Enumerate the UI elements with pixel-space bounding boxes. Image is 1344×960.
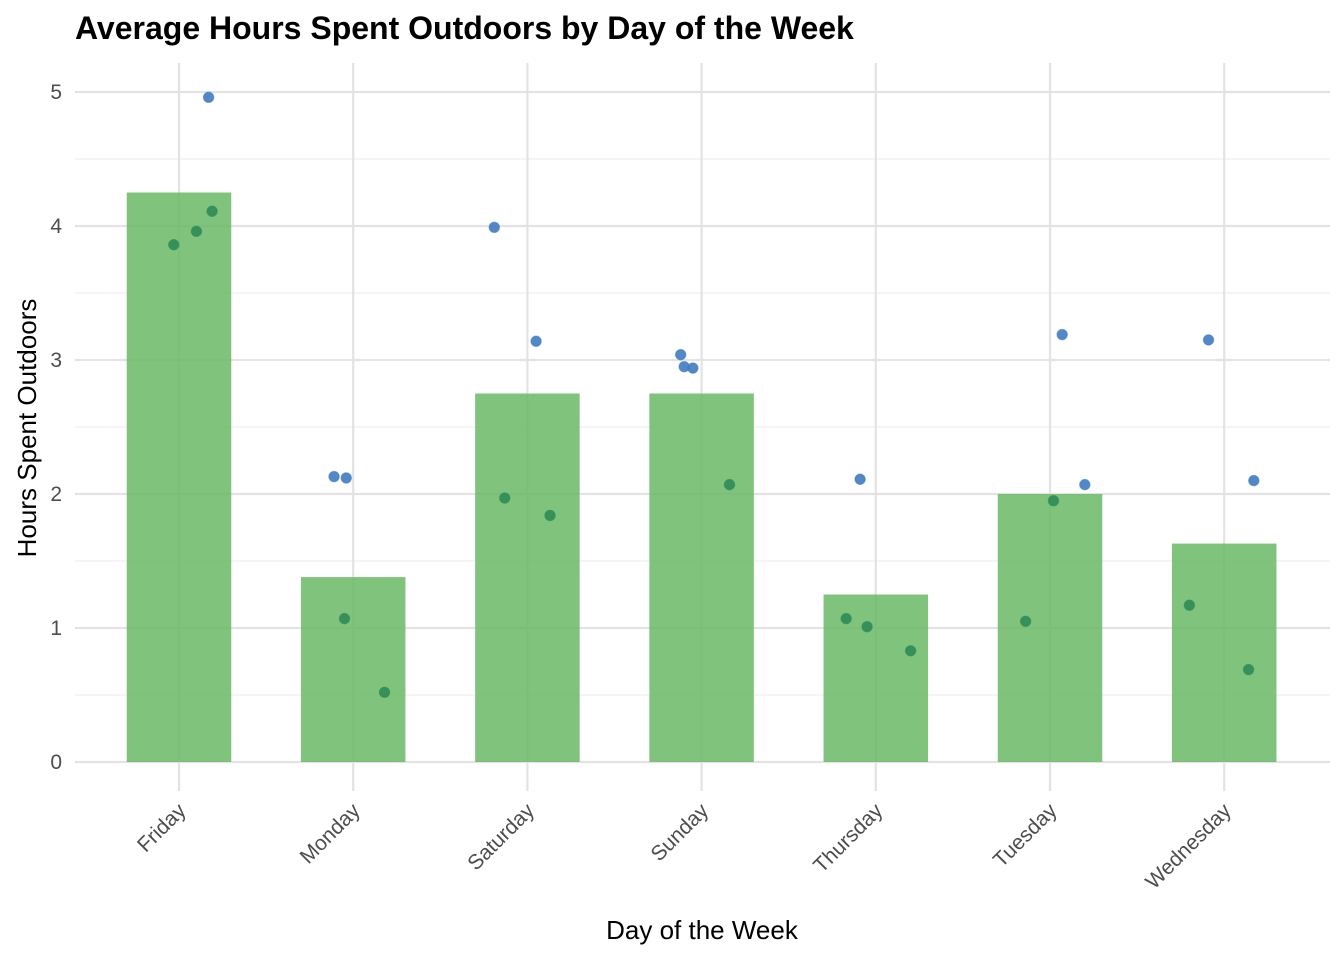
data-point-saturday <box>530 335 542 347</box>
data-point-monday <box>340 472 352 484</box>
chart-title: Average Hours Spent Outdoors by Day of t… <box>75 10 854 46</box>
data-point-friday <box>202 91 215 104</box>
x-tick-label-wednesday: Wednesday <box>1141 799 1236 894</box>
bar-friday <box>126 192 232 762</box>
y-tick-label: 1 <box>50 617 62 640</box>
y-tick-label: 0 <box>50 751 62 774</box>
y-tick-label: 3 <box>50 349 62 372</box>
data-point-monday <box>378 686 391 699</box>
bar-thursday <box>823 594 929 762</box>
y-tick-label: 2 <box>50 483 62 506</box>
data-point-wednesday <box>1183 599 1196 611</box>
bar-tuesday <box>997 494 1103 762</box>
data-point-tuesday <box>1056 328 1068 341</box>
data-point-thursday <box>904 645 917 657</box>
y-tick-label: 4 <box>50 215 62 238</box>
data-point-thursday <box>854 473 866 485</box>
data-point-tuesday <box>1019 615 1032 627</box>
bar-wednesday <box>1171 543 1277 762</box>
y-tick-label: 5 <box>50 81 62 104</box>
x-tick-label-tuesday: Tuesday <box>989 799 1062 872</box>
data-point-wednesday <box>1248 474 1260 487</box>
data-point-friday <box>190 225 203 238</box>
data-point-friday <box>168 239 180 251</box>
y-axis-label: Hours Spent Outdoors <box>12 299 42 558</box>
x-tick-label-friday: Friday <box>133 799 191 857</box>
y-axis-ticks: 0 1 2 3 4 5 <box>50 81 62 774</box>
data-point-saturday <box>499 492 511 504</box>
bar-saturday <box>475 393 580 762</box>
bar-monday <box>300 577 406 762</box>
data-point-monday <box>338 612 351 625</box>
data-points <box>168 91 1260 699</box>
data-point-tuesday <box>1047 495 1060 507</box>
data-point-friday <box>206 205 218 217</box>
data-point-thursday <box>840 612 852 625</box>
data-point-sunday <box>687 362 699 374</box>
data-point-wednesday <box>1242 663 1255 676</box>
data-point-wednesday <box>1202 334 1215 346</box>
data-point-saturday <box>488 221 501 234</box>
x-tick-label-monday: Monday <box>296 799 365 868</box>
data-point-sunday <box>723 478 736 491</box>
x-tick-label-thursday: Thursday <box>809 799 888 878</box>
data-point-tuesday <box>1079 478 1091 491</box>
x-axis-label: Day of the Week <box>606 915 799 945</box>
bar-sunday <box>649 393 754 762</box>
data-point-thursday <box>861 620 873 633</box>
bars <box>126 192 1277 762</box>
x-axis-ticks: Friday Monday Saturday Sunday Thursday Tuesda… <box>133 799 1236 894</box>
x-tick-label-saturday: Saturday <box>463 799 539 875</box>
data-point-monday <box>328 470 340 483</box>
data-point-sunday <box>674 348 687 361</box>
data-point-saturday <box>544 509 556 522</box>
x-tick-label-sunday: Sunday <box>647 799 714 866</box>
